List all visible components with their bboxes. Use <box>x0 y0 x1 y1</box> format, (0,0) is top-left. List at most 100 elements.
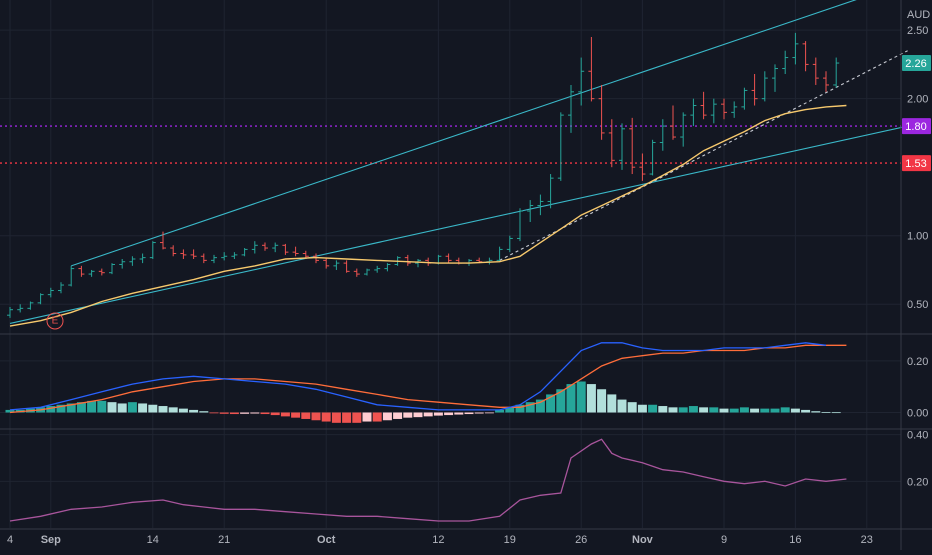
ohlc-bar <box>772 64 778 92</box>
time-tick-label: Oct <box>317 534 336 546</box>
ohlc-bar <box>58 282 64 294</box>
macd-histogram-bar <box>178 408 188 413</box>
price-level-badge-text: 1.53 <box>905 158 926 170</box>
ohlc-bar <box>47 287 54 298</box>
ohlc-bar <box>68 265 75 287</box>
macd-histogram-bar <box>546 394 556 413</box>
time-tick-label: Sep <box>41 534 61 546</box>
time-tick-label: 23 <box>861 534 873 546</box>
ohlc-bar <box>211 254 217 264</box>
ohlc-bar <box>700 91 707 120</box>
ohlc-bar <box>659 119 666 151</box>
macd-histogram-bar <box>433 412 443 416</box>
macd-histogram-bar <box>107 402 117 413</box>
macd-histogram-bar <box>495 409 505 413</box>
macd-histogram-bar <box>311 412 321 421</box>
dashed-trend-line <box>499 50 908 261</box>
time-tick-label: 16 <box>789 534 801 546</box>
ohlc-bar <box>190 249 197 259</box>
macd-histogram-bar <box>382 412 392 421</box>
indicator-tick-label: 0.20 <box>907 476 928 488</box>
moving-average-line <box>9 104 847 327</box>
ohlc-bar <box>537 194 544 216</box>
ohlc-bar <box>792 32 799 65</box>
ohlc-bar <box>496 246 503 262</box>
channel-line <box>9 125 908 324</box>
ohlc-bar <box>272 242 279 253</box>
macd-histogram-bar <box>637 404 647 413</box>
earnings-label: E <box>52 316 59 327</box>
ohlc-bar <box>547 174 554 209</box>
macd-histogram-bar <box>515 404 525 413</box>
macd-histogram-bar <box>189 409 199 413</box>
channel-line <box>71 0 857 267</box>
macd-histogram-bar <box>97 400 107 413</box>
macd-histogram-bar <box>138 403 148 413</box>
macd-histogram-bar <box>5 409 15 413</box>
macd-histogram-bar <box>46 406 56 413</box>
earnings-marker[interactable]: E <box>46 312 64 330</box>
macd-histogram-bar <box>576 381 586 413</box>
ohlc-bar <box>721 98 727 120</box>
macd-histogram-bar <box>199 411 209 413</box>
ohlc-bar <box>119 259 126 269</box>
macd-histogram-bar <box>750 408 760 413</box>
macd-histogram-bar <box>413 412 423 418</box>
macd-histogram-bar <box>719 408 729 413</box>
ohlc-bar <box>353 268 360 277</box>
ohlc-bar <box>374 265 381 273</box>
ohlc-bar <box>527 200 534 222</box>
ohlc-bar <box>180 249 187 259</box>
ohlc-bar <box>404 254 411 266</box>
price-level-badge-text: 1.80 <box>905 121 926 133</box>
ohlc-bar <box>445 253 452 264</box>
macd-histogram-bar <box>291 412 301 418</box>
ohlc-bar <box>557 112 564 181</box>
ohlc-bar <box>731 101 738 118</box>
macd-histogram-bar <box>525 402 535 413</box>
macd-histogram-bar <box>729 408 739 413</box>
time-axis[interactable]: 4 Sep 14 21 Oct 12 19 26 Nov 9 16 23 <box>7 534 873 546</box>
ohlc-bar <box>384 263 391 272</box>
price-axis[interactable]: AUD 0.50 1.00 2.00 2.50 0.00 0.20 0.20 0.40 1.80… <box>902 9 931 488</box>
macd-histogram-bar <box>444 412 454 416</box>
indicator-series-line <box>9 438 847 522</box>
ohlc-bar <box>782 50 789 74</box>
macd-histogram-bar <box>780 407 790 413</box>
macd-histogram-bar <box>66 403 76 413</box>
macd-histogram-bar <box>617 399 627 413</box>
macd-histogram-bar <box>423 412 433 417</box>
macd-histogram-bar <box>484 412 494 414</box>
indicator-panel[interactable] <box>9 438 847 522</box>
time-tick-label: 14 <box>147 534 159 546</box>
ohlc-bar <box>680 112 687 147</box>
macd-histogram-bar <box>739 407 749 413</box>
macd-histogram-bar <box>403 412 413 418</box>
price-panel[interactable]: E <box>0 0 908 330</box>
macd-tick-label: 0.00 <box>907 408 928 420</box>
ohlc-bar <box>129 256 136 266</box>
trend-channel-lines <box>9 0 908 324</box>
macd-histogram-bar <box>801 409 811 413</box>
macd-panel[interactable] <box>5 342 847 423</box>
macd-histogram-bar <box>117 403 127 413</box>
macd-histogram-bar <box>331 412 341 423</box>
time-tick-label: 9 <box>721 534 727 546</box>
ohlc-bar <box>27 301 34 310</box>
ohlc-bar <box>139 253 146 264</box>
last-price-badge-text: 2.26 <box>905 58 926 70</box>
macd-histogram-bar <box>250 412 260 414</box>
ohlc-bar <box>343 260 350 273</box>
ohlc-bar <box>588 37 595 102</box>
macd-histogram-bar <box>678 407 688 413</box>
macd-histogram-bar <box>372 412 382 422</box>
ohlc-bar <box>415 259 421 268</box>
ohlc-bar <box>629 117 636 175</box>
price-tick-label: 2.50 <box>907 25 928 37</box>
macd-histogram-bar <box>219 412 229 414</box>
macd-histogram-bar <box>362 412 372 422</box>
indicator-tick-label: 0.40 <box>907 430 928 442</box>
ohlc-bar <box>670 105 676 140</box>
